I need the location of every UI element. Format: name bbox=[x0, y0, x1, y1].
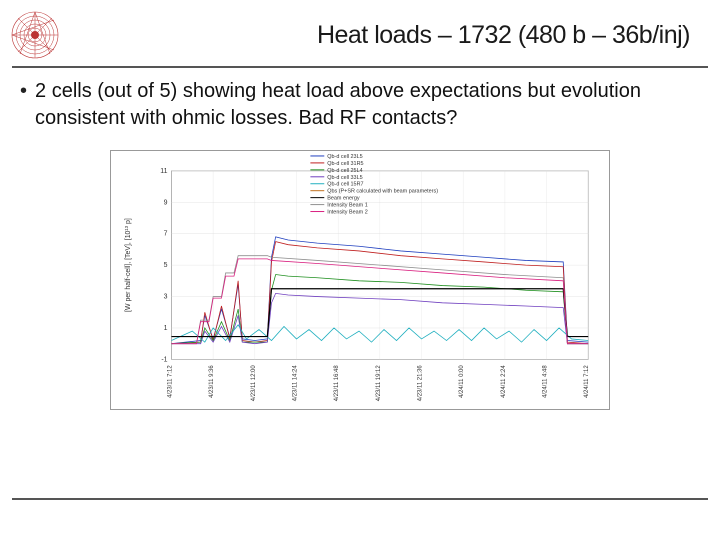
divider-top bbox=[12, 66, 708, 68]
bullet-list: • 2 cells (out of 5) showing heat load a… bbox=[0, 78, 720, 132]
svg-text:4/24/11 4:48: 4/24/11 4:48 bbox=[543, 365, 549, 398]
svg-text:9: 9 bbox=[164, 199, 168, 206]
cern-logo-icon bbox=[10, 10, 60, 60]
svg-text:4/23/11 19:12: 4/23/11 19:12 bbox=[376, 365, 382, 401]
svg-text:4/23/11 21:36: 4/23/11 21:36 bbox=[418, 365, 424, 402]
svg-text:1: 1 bbox=[164, 325, 168, 332]
svg-text:Qbs (P+SR calculated with beam: Qbs (P+SR calculated with beam parameter… bbox=[327, 189, 438, 195]
svg-text:7: 7 bbox=[164, 231, 168, 238]
svg-text:Qb-d cell 15R7: Qb-d cell 15R7 bbox=[327, 182, 363, 188]
svg-text:-1: -1 bbox=[161, 356, 167, 363]
svg-text:Qb-d cell 33L5: Qb-d cell 33L5 bbox=[327, 175, 362, 181]
svg-text:4/24/11 2:24: 4/24/11 2:24 bbox=[501, 365, 507, 398]
bullet-marker-icon: • bbox=[20, 78, 27, 104]
svg-text:3: 3 bbox=[164, 294, 168, 301]
svg-text:[W per half-cell], [TeV], [10¹: [W per half-cell], [TeV], [10¹³ p] bbox=[125, 218, 132, 312]
bullet-text: 2 cells (out of 5) showing heat load abo… bbox=[35, 78, 690, 132]
chart-svg: -1 1 3 5 7 9 11 4/23/11 7:12 4/23/11 9:36 4/23/11… bbox=[111, 151, 609, 409]
svg-text:Intensity Beam 1: Intensity Beam 1 bbox=[327, 203, 368, 209]
svg-text:Qb-d cell 23L5: Qb-d cell 23L5 bbox=[327, 154, 362, 160]
svg-text:4/23/11 16:48: 4/23/11 16:48 bbox=[334, 365, 340, 402]
svg-text:5: 5 bbox=[164, 262, 168, 269]
svg-text:11: 11 bbox=[160, 168, 167, 175]
svg-text:Qb-d cell 31R5: Qb-d cell 31R5 bbox=[327, 161, 363, 167]
heat-load-chart: -1 1 3 5 7 9 11 4/23/11 7:12 4/23/11 9:36 4/23/11… bbox=[110, 150, 610, 410]
bullet-item: • 2 cells (out of 5) showing heat load a… bbox=[20, 78, 690, 132]
slide-title: Heat loads – 1732 (480 b – 36b/inj) bbox=[60, 21, 700, 50]
svg-text:4/23/11 14:24: 4/23/11 14:24 bbox=[292, 365, 298, 402]
svg-text:4/23/11 12:00: 4/23/11 12:00 bbox=[251, 365, 257, 402]
svg-text:Qb-d cell 25L4: Qb-d cell 25L4 bbox=[327, 168, 362, 174]
divider-bottom bbox=[12, 498, 708, 500]
svg-text:4/24/11 7:12: 4/24/11 7:12 bbox=[584, 365, 590, 398]
svg-text:4/23/11 7:12: 4/23/11 7:12 bbox=[167, 365, 173, 398]
slide-header: Heat loads – 1732 (480 b – 36b/inj) bbox=[0, 0, 720, 60]
svg-text:Beam energy: Beam energy bbox=[327, 196, 360, 202]
svg-text:Intensity Beam 2: Intensity Beam 2 bbox=[327, 210, 368, 216]
svg-text:4/24/11 0:00: 4/24/11 0:00 bbox=[459, 365, 465, 398]
svg-text:4/23/11 9:36: 4/23/11 9:36 bbox=[209, 365, 215, 398]
